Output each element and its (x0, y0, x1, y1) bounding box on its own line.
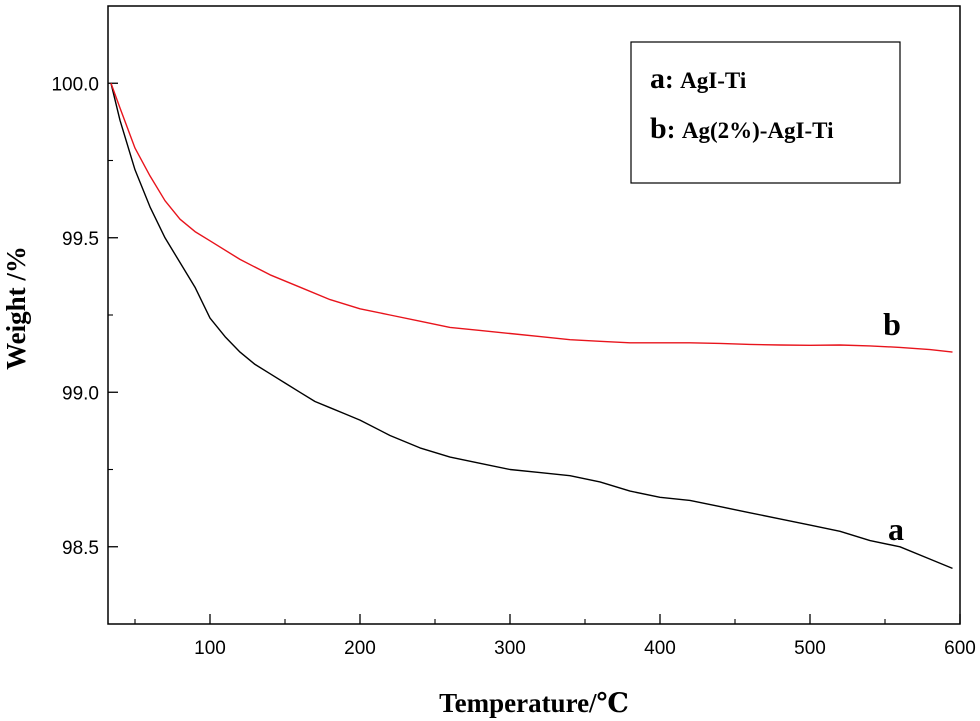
y-axis-ticks: 98.5 99.0 99.5 100.0 (51, 74, 118, 559)
legend-key-a: a (650, 62, 665, 95)
x-tick-label-200: 200 (344, 638, 376, 659)
legend: a: AgI-Ti b: Ag(2%)-AgI-Ti (630, 41, 901, 184)
y-tick-label-2: 99.5 (62, 229, 99, 250)
x-tick-label-400: 400 (644, 638, 676, 659)
x-axis-ticks: 100 200 300 400 500 600 (134, 614, 976, 659)
legend-box (630, 41, 901, 184)
x-tick-label-300: 300 (494, 638, 526, 659)
y-tick-label-3: 100.0 (51, 74, 99, 95)
legend-entry-a: a: AgI-Ti (650, 62, 747, 95)
curve-label-b: b (883, 306, 901, 342)
curve-label-a: a (888, 511, 904, 547)
y-axis-title: Weight /% (1, 246, 31, 370)
series-line-b (110, 83, 953, 353)
y-tick-label-1: 99.0 (62, 383, 99, 404)
x-tick-label-500: 500 (794, 638, 826, 659)
x-tick-label-600: 600 (944, 638, 976, 659)
y-tick-label-0: 98.5 (62, 538, 99, 559)
legend-entry-b: b: Ag(2%)-AgI-Ti (650, 112, 834, 145)
legend-label-b: Ag(2%)-AgI-Ti (682, 118, 834, 143)
legend-key-b: b (650, 112, 667, 145)
x-axis-title: Temperature/℃ (439, 688, 629, 718)
legend-label-a: AgI-Ti (680, 68, 747, 93)
series-line-a (110, 83, 953, 570)
series-layer (110, 83, 953, 570)
x-tick-label-100: 100 (194, 638, 226, 659)
